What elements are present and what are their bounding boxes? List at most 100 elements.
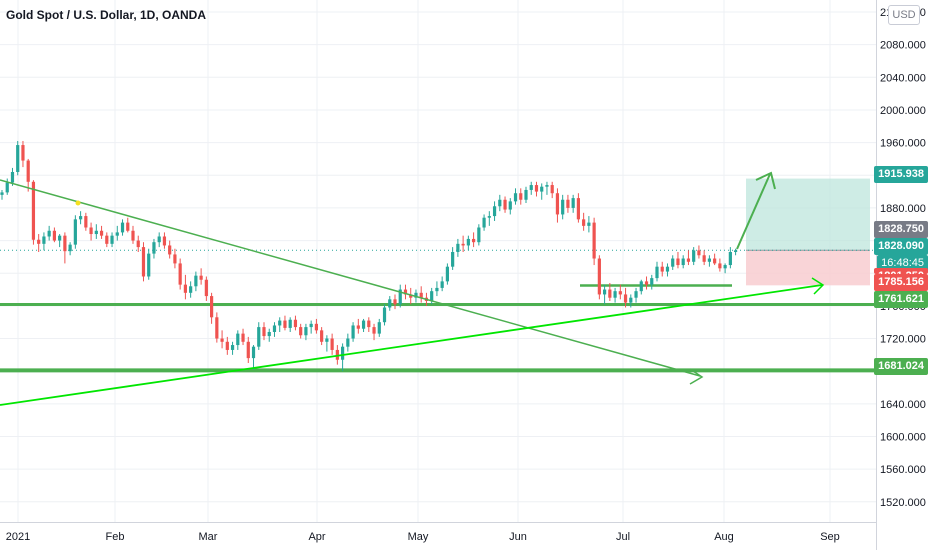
candle-body: [456, 243, 460, 252]
candle-body: [220, 338, 224, 342]
candle-body: [99, 230, 104, 236]
stop-zone[interactable]: [746, 250, 870, 286]
candle-body: [361, 320, 366, 329]
candle-body: [728, 251, 732, 266]
candle-body: [241, 333, 245, 342]
candle-body: [10, 171, 15, 183]
candle-body: [173, 254, 177, 264]
candle-body: [671, 258, 675, 267]
candle-body: [734, 250, 738, 252]
candle-body: [42, 236, 46, 244]
candle-body: [723, 265, 727, 269]
candle-body: [126, 222, 130, 231]
candle-body: [136, 240, 140, 248]
candle-body: [320, 330, 324, 342]
y-tick-label: 2000.000: [880, 105, 926, 117]
candle-body: [288, 319, 292, 328]
candle-body: [147, 253, 151, 277]
candle-body: [110, 235, 114, 244]
candle-body: [230, 345, 235, 350]
candle-body: [414, 292, 418, 298]
candle-body: [178, 263, 182, 285]
candle-body: [545, 185, 549, 187]
projection-arrow-head: [755, 171, 776, 190]
y-tick-label: 1960.000: [880, 138, 926, 150]
candle-body: [482, 217, 486, 228]
target-price-label: 1915.938: [874, 166, 928, 183]
last-price-label: 1828.750: [874, 221, 928, 238]
y-tick-label: 2080.000: [880, 40, 926, 52]
current-price-label: 1828.090: [874, 238, 928, 255]
x-tick-label: Apr: [308, 531, 325, 543]
candle-body: [293, 319, 298, 328]
candle-body: [576, 198, 580, 220]
candle-body: [718, 263, 722, 269]
candle-body: [440, 281, 444, 288]
candle-body: [189, 286, 193, 293]
candle-body: [330, 338, 334, 350]
candle-body: [0, 192, 4, 195]
candle-body: [655, 266, 659, 279]
candle-body: [89, 227, 93, 235]
candle-body: [603, 289, 607, 295]
candle-body: [304, 327, 308, 336]
candle-body: [47, 230, 51, 237]
currency-button[interactable]: USD: [888, 5, 920, 25]
candle-body: [68, 244, 72, 252]
candle-body: [63, 235, 67, 252]
y-tick-label: 1880.000: [880, 203, 926, 215]
candle-body: [681, 258, 685, 266]
candle-body: [403, 289, 408, 295]
candle-body: [608, 289, 612, 298]
candle-body: [152, 242, 156, 254]
candle-body: [409, 294, 413, 298]
candle-body: [388, 299, 392, 308]
candle-body: [492, 206, 497, 217]
ascending-arrow-head: [811, 277, 825, 295]
descending-trendline[interactable]: [0, 179, 701, 377]
countdown-label: 16:48:45: [877, 255, 928, 272]
candle-body: [466, 238, 470, 246]
candle-body: [84, 216, 88, 228]
candle-body: [246, 341, 250, 359]
y-tick-label: 1520.000: [880, 497, 926, 509]
candle-body: [31, 181, 36, 240]
ascending-trendline[interactable]: [0, 284, 823, 406]
candle-body: [686, 258, 691, 262]
candle-body: [419, 292, 423, 298]
x-tick-label: May: [408, 531, 429, 543]
marker-dot: [75, 200, 81, 206]
candle-body: [194, 275, 198, 287]
candle-body: [435, 287, 439, 292]
candle-body: [94, 230, 98, 235]
candle-body: [299, 327, 303, 336]
candle-body: [367, 320, 371, 328]
candle-body: [582, 219, 586, 226]
candle-body: [629, 297, 633, 303]
candle-body: [713, 258, 717, 264]
candle-body: [650, 278, 654, 285]
support1-price-label: 1761.621: [874, 291, 928, 308]
candle-body: [120, 222, 125, 233]
candle-body: [393, 299, 397, 305]
candle-body: [534, 185, 539, 192]
candle-body: [105, 235, 109, 244]
candle-body: [555, 193, 560, 215]
candle-body: [131, 230, 135, 241]
projection-arrow[interactable]: [736, 173, 771, 250]
x-tick-label: Feb: [106, 531, 125, 543]
candle-body: [73, 219, 77, 245]
candle-body: [660, 266, 664, 272]
candle-body: [597, 258, 601, 295]
y-tick-label: 1600.000: [880, 431, 926, 443]
target-zone[interactable]: [746, 178, 870, 251]
candle-body: [58, 235, 62, 241]
candle-body: [430, 291, 434, 301]
candle-body: [665, 266, 670, 272]
candle-body: [341, 346, 345, 360]
candle-body: [697, 250, 701, 256]
candle-body: [398, 289, 402, 305]
candle-body: [314, 323, 318, 331]
candle-body: [52, 230, 56, 241]
